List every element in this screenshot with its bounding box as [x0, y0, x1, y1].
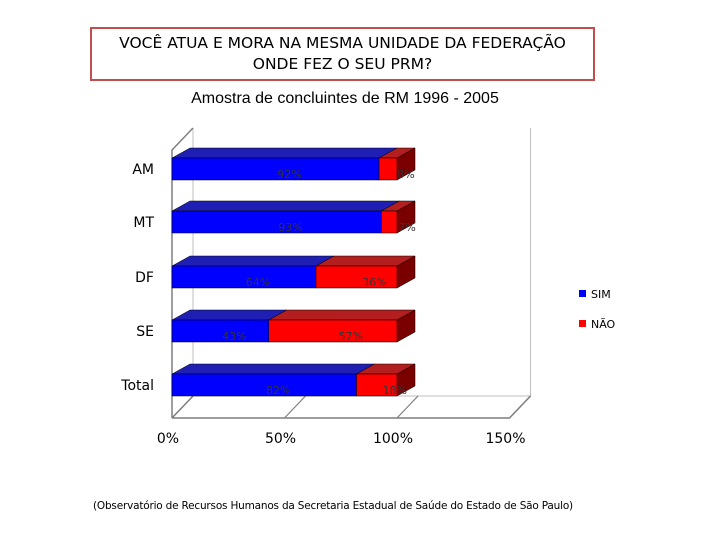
legend-label-nao: NÃO: [591, 318, 616, 331]
floor-tick: [396, 395, 419, 419]
data-label-sim-am: 92%: [277, 168, 301, 181]
chart-subtitle: Amostra de concluintes de RM 1996 - 2005: [191, 90, 499, 107]
bar-nao-am: [378, 147, 416, 181]
data-labels: 92% 8% 93% 7% 64% 36% 43% 57% 82% 18%: [222, 168, 416, 397]
category-label-am: AM: [132, 162, 154, 178]
bar-nao-se: [267, 309, 416, 343]
x-tick-0: 0%: [157, 431, 179, 447]
chart-bars: [171, 147, 416, 397]
chart-title: VOCÊ ATUA E MORA NA MESMA UNIDADE DA FED…: [119, 34, 566, 73]
x-tick-3: 150%: [485, 431, 525, 447]
data-label-nao-total: 18%: [383, 384, 407, 397]
data-label-sim-total: 82%: [266, 384, 290, 397]
legend: SIM NÃO: [579, 288, 616, 331]
category-label-df: DF: [135, 270, 154, 286]
x-axis-ticks: 0% 50% 100% 150%: [157, 431, 526, 447]
data-label-sim-mt: 93%: [278, 221, 302, 234]
data-label-sim-df: 64%: [246, 276, 270, 289]
chart-title-box: VOCÊ ATUA E MORA NA MESMA UNIDADE DA FED…: [90, 27, 595, 81]
legend-swatch-nao: [579, 320, 586, 327]
data-label-sim-se: 43%: [222, 330, 246, 343]
bar-nao-total: [355, 363, 416, 397]
bar-nao-df: [315, 255, 416, 289]
data-label-nao-df: 36%: [362, 276, 386, 289]
category-label-se: SE: [136, 324, 154, 340]
source-note: (Observatório de Recursos Humanos da Sec…: [93, 500, 573, 512]
legend-swatch-sim: [579, 290, 586, 297]
data-label-nao-am: 8%: [397, 168, 414, 181]
legend-label-sim: SIM: [591, 288, 611, 301]
data-label-nao-mt: 7%: [398, 221, 415, 234]
category-labels: AM MT DF SE Total: [120, 162, 154, 394]
floor-tick: [171, 395, 194, 419]
category-label-mt: MT: [133, 215, 154, 231]
category-label-total: Total: [120, 378, 154, 394]
floor: [171, 395, 532, 419]
x-tick-1: 50%: [265, 431, 296, 447]
bar-nao-mt: [380, 200, 416, 234]
x-tick-2: 100%: [373, 431, 413, 447]
floor-tick: [284, 395, 306, 419]
floor-tick: [509, 395, 531, 419]
data-label-nao-se: 57%: [339, 330, 363, 343]
